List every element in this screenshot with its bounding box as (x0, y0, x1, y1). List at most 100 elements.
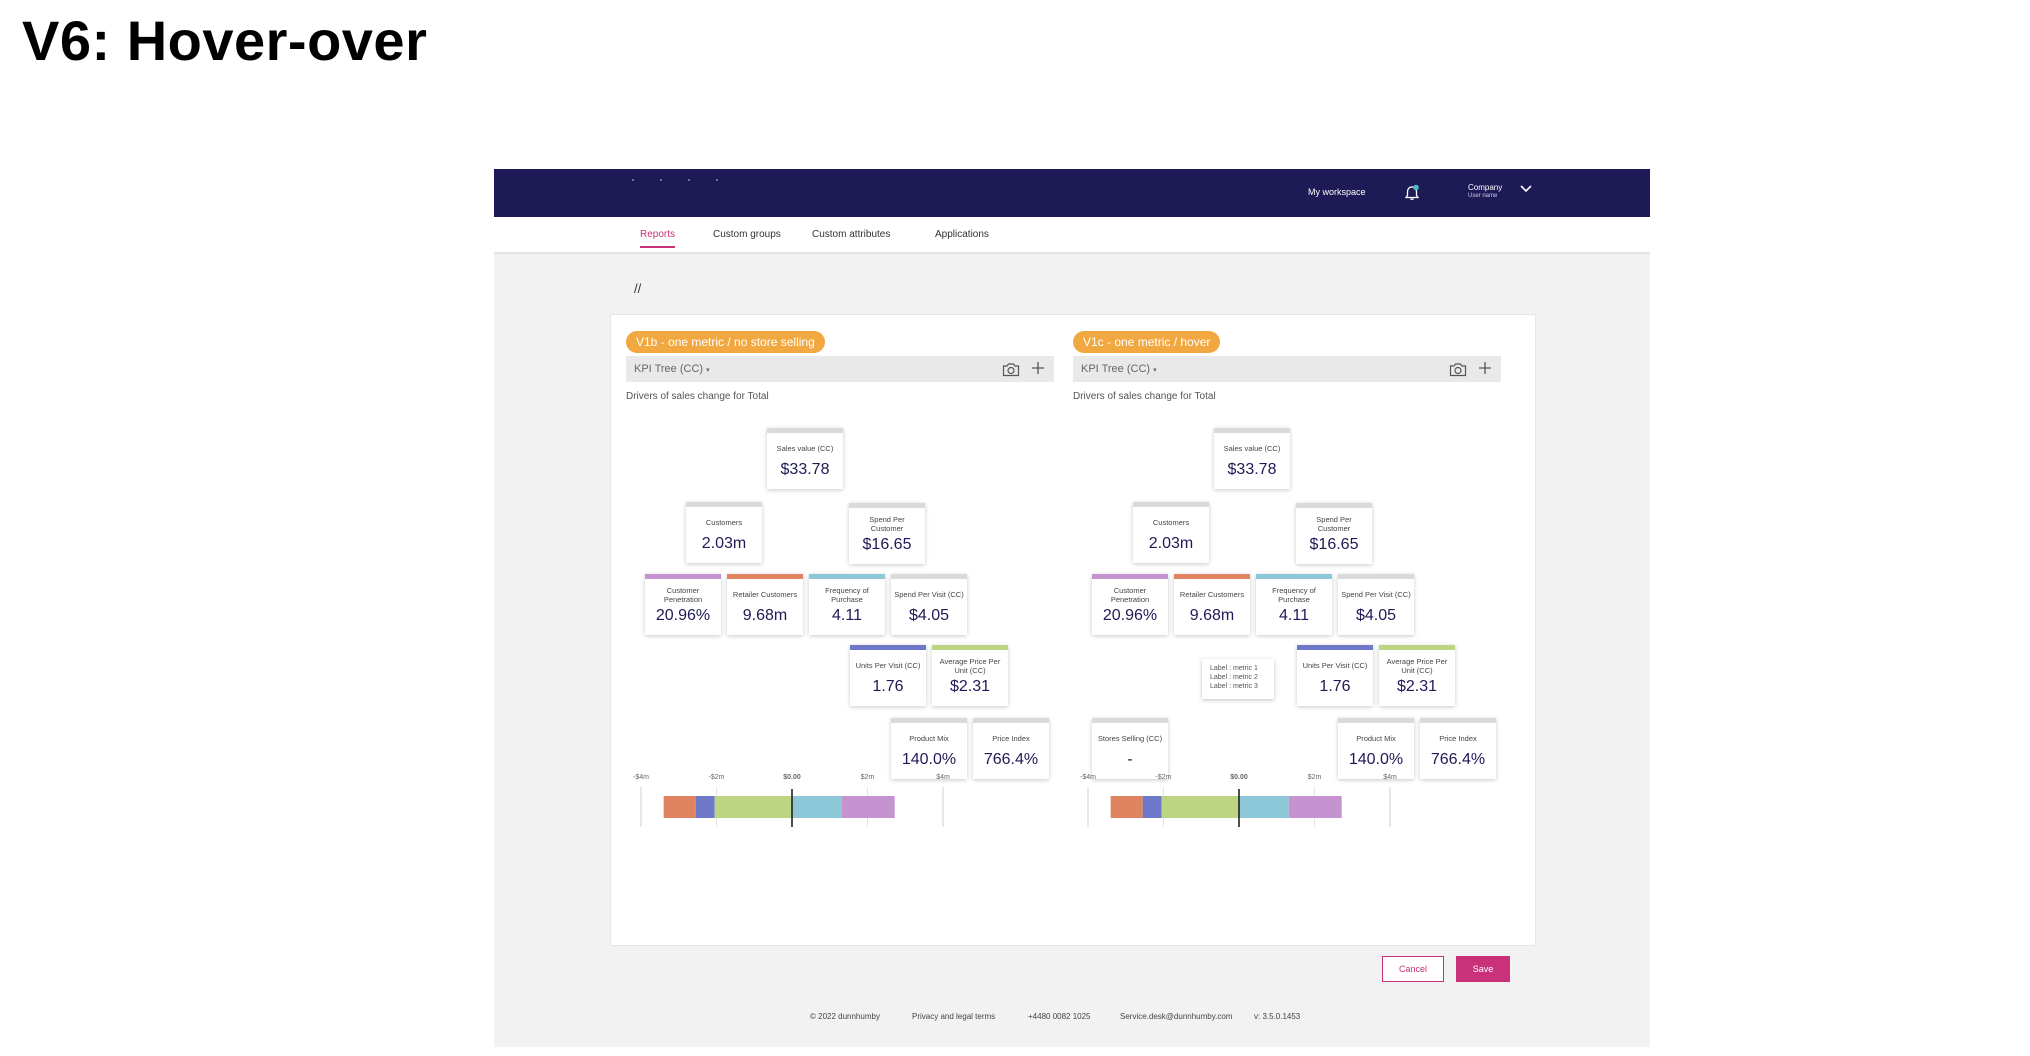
cancel-button[interactable]: Cancel (1382, 956, 1444, 982)
node-value: $2.31 (1396, 678, 1438, 695)
node-customers[interactable]: Customers 2.03m (1133, 502, 1209, 563)
node-customers[interactable]: Customers 2.03m (686, 502, 762, 563)
x-tick-label: -$2m (1156, 774, 1172, 781)
tab-applications[interactable]: Applications (935, 229, 989, 240)
x-tick-label: -$4m (633, 774, 649, 781)
node-value: 1.76 (1319, 678, 1351, 695)
node-value: 4.11 (832, 607, 862, 624)
tab-custom-groups[interactable]: Custom groups (713, 229, 781, 240)
node-price-index[interactable]: Price Index 766.4% (1420, 718, 1496, 779)
kpi-tree-select[interactable]: KPI Tree (CC) ▾ (1081, 363, 1157, 375)
bell-icon[interactable] (1402, 183, 1422, 203)
node-label: Retailer Customers (732, 590, 798, 599)
tab-reports[interactable]: Reports (640, 229, 676, 248)
kpi-select-label: KPI Tree (CC) (1081, 363, 1151, 375)
node-label: Product Mix (909, 734, 949, 743)
node-frequency-of-purchase[interactable]: Frequency of Purchase 4.11 (1256, 574, 1332, 635)
nav-bar: Reports Custom groups Custom attributes … (494, 217, 1650, 253)
footer-phone: +4480 0082 1025 (1028, 1012, 1091, 1021)
bar-segment (841, 796, 895, 818)
plus-icon[interactable] (1030, 360, 1046, 376)
bar-segment (1239, 796, 1289, 818)
node-avg-price-per-unit[interactable]: Average Price Per Unit (CC) $2.31 (932, 645, 1008, 706)
node-label: Retailer Customers (1179, 590, 1245, 599)
camera-icon[interactable] (1449, 362, 1467, 377)
node-label: Average Price Per Unit (CC) (939, 656, 1001, 675)
chevron-down-icon[interactable] (1520, 185, 1532, 193)
node-label: Spend Per Visit (CC) (1341, 590, 1411, 599)
node-spend-per-visit[interactable]: Spend Per Visit (CC) $4.05 (891, 574, 967, 635)
caret-down-icon: ▾ (706, 367, 710, 374)
my-workspace-link[interactable]: My workspace (1308, 187, 1366, 197)
kpi-select-label: KPI Tree (CC) (634, 363, 704, 375)
panel-v1b: V1b - one metric / no store selling KPI … (626, 315, 1066, 915)
node-label: Customers (705, 518, 743, 527)
node-label: Sales value (CC) (1223, 444, 1281, 453)
node-sales-value[interactable]: Sales value (CC) $33.78 (1214, 428, 1290, 489)
node-value: 1.76 (872, 678, 904, 695)
node-product-mix[interactable]: Product Mix 140.0% (891, 718, 967, 779)
node-value: 766.4% (983, 751, 1039, 768)
node-value: 140.0% (901, 751, 957, 768)
bar-segment (714, 796, 792, 818)
node-label: Sales value (CC) (776, 444, 834, 453)
tab-custom-attributes[interactable]: Custom attributes (812, 229, 891, 240)
x-tick-label: $4m (936, 774, 950, 781)
node-value: 140.0% (1348, 751, 1404, 768)
node-label: Spend Per Customer (869, 514, 905, 533)
save-button[interactable]: Save (1456, 956, 1510, 982)
node-label: Price Index (992, 734, 1030, 743)
tooltip-line: Label : metric 1 (1210, 665, 1258, 672)
camera-icon[interactable] (1002, 362, 1020, 377)
bar-segment (792, 796, 842, 818)
caret-down-icon: ▾ (1153, 367, 1157, 374)
node-value: $33.78 (1227, 461, 1277, 478)
x-tick-label: $0.00 (1230, 774, 1248, 781)
node-value: 9.68m (1189, 607, 1235, 624)
company-name: Company (1468, 183, 1503, 192)
node-spend-per-customer[interactable]: Spend Per Customer $16.65 (1296, 503, 1372, 564)
x-tick-label: $4m (1383, 774, 1397, 781)
bar-segment (695, 796, 715, 818)
node-spend-per-visit[interactable]: Spend Per Visit (CC) $4.05 (1338, 574, 1414, 635)
node-label: Stores Selling (CC) (1097, 734, 1163, 743)
node-value: 20.96% (1102, 607, 1158, 624)
variant-badge: V1b - one metric / no store selling (626, 331, 825, 353)
bar-segment (1288, 796, 1342, 818)
node-price-index[interactable]: Price Index 766.4% (973, 718, 1049, 779)
node-retailer-customers[interactable]: Retailer Customers 9.68m (1174, 574, 1250, 635)
node-avg-price-per-unit[interactable]: Average Price Per Unit (CC) $2.31 (1379, 645, 1455, 706)
footer-privacy-link[interactable]: Privacy and legal terms (912, 1012, 996, 1021)
node-units-per-visit[interactable]: Units Per Visit (CC) 1.76 (1297, 645, 1373, 706)
node-value: - (1127, 751, 1133, 768)
plus-icon[interactable] (1477, 360, 1493, 376)
node-value: 2.03m (701, 535, 747, 552)
tooltip-line: Label : metric 2 (1210, 674, 1258, 681)
user-name: User name (1468, 193, 1498, 199)
node-label: Price Index (1439, 734, 1477, 743)
company-menu[interactable]: Company User name (1468, 183, 1532, 199)
breadcrumb[interactable]: // (634, 281, 642, 296)
node-frequency-of-purchase[interactable]: Frequency of Purchase 4.11 (809, 574, 885, 635)
node-label: Product Mix (1356, 734, 1396, 743)
node-product-mix[interactable]: Product Mix 140.0% (1338, 718, 1414, 779)
hover-tooltip: Label : metric 1 Label : metric 2 Label … (1202, 659, 1274, 699)
node-label: Units Per Visit (CC) (1302, 661, 1368, 670)
x-tick-label: -$2m (709, 774, 725, 781)
node-value: $4.05 (1355, 607, 1397, 624)
footer-email-link[interactable]: Service.desk@dunnhumby.com (1120, 1012, 1233, 1021)
app-window: My workspace Company User name Reports C… (494, 169, 1650, 1047)
node-sales-value[interactable]: Sales value (CC) $33.78 (767, 428, 843, 489)
node-customer-penetration[interactable]: Customer Penetration 20.96% (1092, 574, 1168, 635)
bar-segment (1110, 796, 1143, 818)
kpi-toolbar: KPI Tree (CC) ▾ (626, 356, 1054, 382)
node-value: 4.11 (1279, 607, 1309, 624)
node-customer-penetration[interactable]: Customer Penetration 20.96% (645, 574, 721, 635)
node-units-per-visit[interactable]: Units Per Visit (CC) 1.76 (850, 645, 926, 706)
node-value: $2.31 (949, 678, 991, 695)
kpi-tree-select[interactable]: KPI Tree (CC) ▾ (634, 363, 710, 375)
footer-copyright: © 2022 dunnhumby (810, 1012, 880, 1021)
node-spend-per-customer[interactable]: Spend Per Customer $16.65 (849, 503, 925, 564)
node-stores-selling[interactable]: Stores Selling (CC) - (1092, 718, 1168, 779)
node-retailer-customers[interactable]: Retailer Customers 9.68m (727, 574, 803, 635)
